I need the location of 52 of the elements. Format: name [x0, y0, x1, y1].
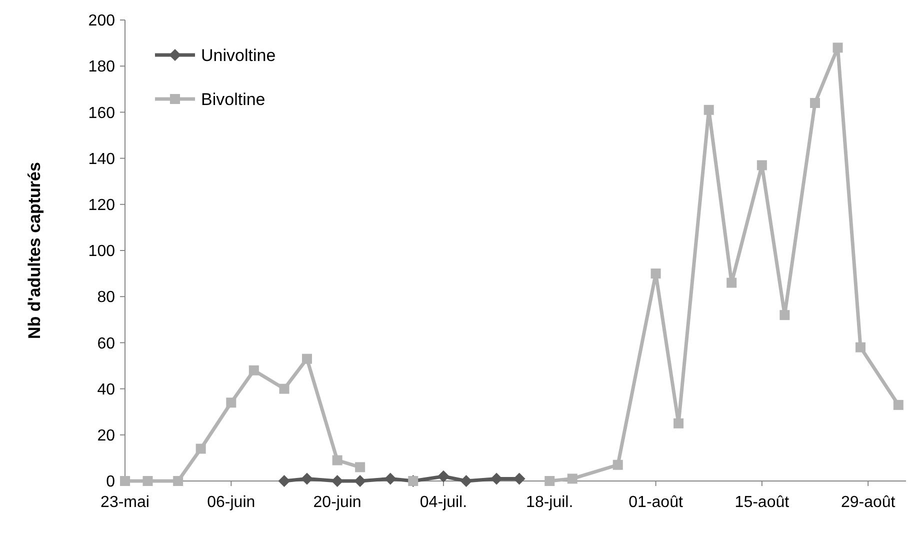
- y-tick-label: 100: [88, 243, 116, 260]
- x-tick-label: 18-juil.: [526, 494, 574, 511]
- x-tick-label: 23-mai: [100, 494, 150, 511]
- point: [142, 476, 153, 486]
- point: [279, 384, 290, 394]
- y-tick-label: 160: [88, 104, 116, 122]
- legend-label: Bivoltine: [201, 90, 266, 109]
- point: [196, 444, 206, 454]
- point: [226, 398, 236, 408]
- point: [832, 42, 843, 53]
- point: [612, 460, 623, 470]
- point: [756, 160, 767, 170]
- x-tick-label: 04-juil.: [420, 494, 468, 511]
- y-tick-label: 120: [88, 197, 116, 214]
- point: [248, 365, 259, 376]
- x-tick-label: 06-juin: [207, 494, 256, 511]
- point: [544, 476, 555, 486]
- point: [567, 474, 578, 484]
- y-tick-label: 60: [97, 335, 116, 352]
- point: [120, 476, 130, 486]
- point: [384, 472, 396, 485]
- point: [173, 476, 184, 486]
- point: [437, 470, 450, 482]
- point: [331, 475, 344, 487]
- y-tick-label: 20: [97, 428, 116, 444]
- point: [726, 278, 737, 288]
- point: [300, 472, 313, 485]
- point: [704, 104, 714, 115]
- x-tick-label: 29-août: [840, 494, 896, 511]
- point: [302, 354, 312, 364]
- point: [856, 342, 866, 352]
- y-tick-label: 40: [97, 381, 116, 398]
- y-tick-label: 140: [88, 150, 116, 168]
- point: [278, 475, 290, 487]
- point: [810, 98, 820, 108]
- point: [332, 455, 342, 466]
- x-tick-label: 15-août: [734, 494, 790, 511]
- point: [674, 418, 684, 428]
- x-tick-label: 01-août: [628, 494, 684, 511]
- y-tick-label: 180: [88, 58, 116, 76]
- x-tick-label: 20-juin: [313, 494, 362, 511]
- y-tick-label: 0: [106, 474, 116, 491]
- legend-label: Univoltine: [201, 46, 276, 65]
- y-axis-title: Nb d'adultes capturés: [25, 162, 44, 339]
- y-tick-label: 200: [88, 12, 116, 30]
- point: [460, 475, 472, 487]
- y-tick-label: 80: [97, 289, 116, 306]
- point: [354, 475, 366, 487]
- point: [650, 268, 661, 279]
- point: [893, 400, 904, 410]
- point: [355, 462, 366, 472]
- point: [780, 310, 790, 320]
